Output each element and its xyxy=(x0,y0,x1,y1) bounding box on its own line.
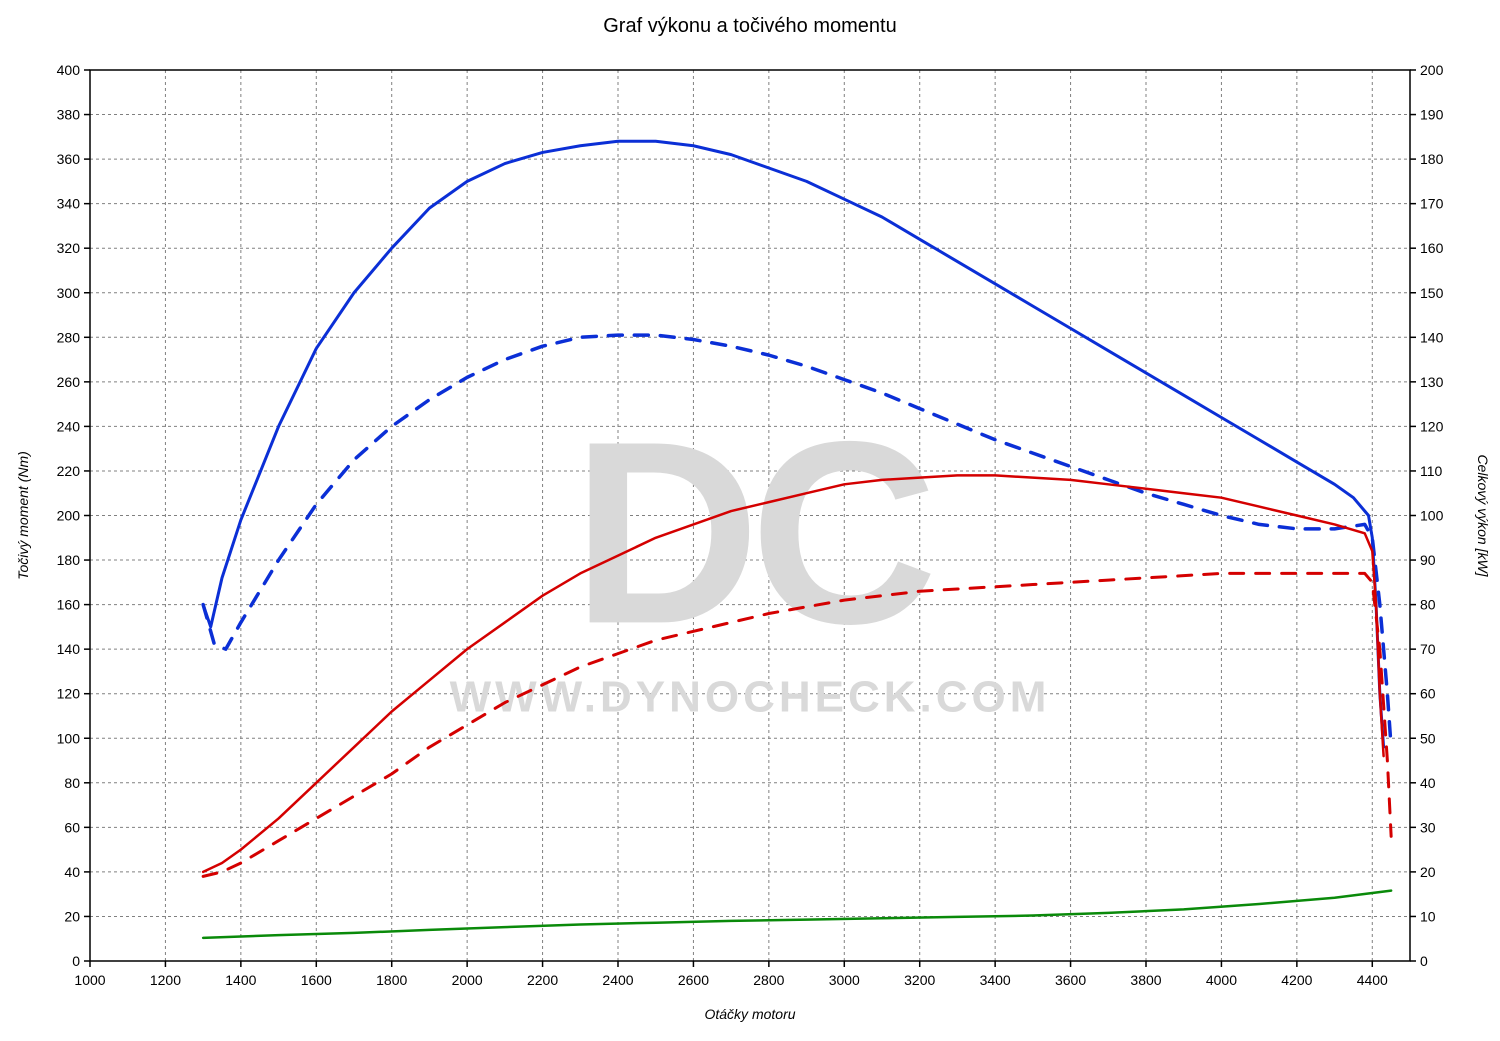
x-tick-label: 4400 xyxy=(1357,972,1388,988)
y-left-tick-label: 100 xyxy=(57,730,81,746)
y-right-tick-label: 160 xyxy=(1420,240,1444,256)
y-left-tick-label: 340 xyxy=(57,196,81,212)
y-right-tick-label: 120 xyxy=(1420,418,1444,434)
y-left-tick-label: 360 xyxy=(57,151,81,167)
x-tick-label: 4000 xyxy=(1206,972,1237,988)
svg-text:DC: DC xyxy=(572,388,933,678)
y-left-tick-label: 240 xyxy=(57,418,81,434)
x-tick-label: 3800 xyxy=(1130,972,1161,988)
x-tick-label: 1400 xyxy=(225,972,256,988)
y-left-tick-label: 220 xyxy=(57,463,81,479)
y-right-tick-label: 140 xyxy=(1420,329,1444,345)
y-right-tick-label: 110 xyxy=(1420,463,1443,479)
y-left-tick-label: 400 xyxy=(57,62,81,78)
y-left-tick-label: 80 xyxy=(64,775,80,791)
y-right-tick-label: 100 xyxy=(1420,508,1444,524)
y-right-tick-label: 180 xyxy=(1420,151,1444,167)
chart-title: Graf výkonu a točivého momentu xyxy=(603,15,896,37)
y-left-tick-label: 140 xyxy=(57,641,81,657)
y-left-tick-label: 260 xyxy=(57,374,81,390)
y-right-tick-label: 200 xyxy=(1420,62,1444,78)
y-right-tick-label: 30 xyxy=(1420,819,1436,835)
y-left-tick-label: 40 xyxy=(64,864,80,880)
dyno-chart: Graf výkonu a točivého momentu DCWWW.DYNO… xyxy=(0,0,1500,1041)
y-left-tick-label: 300 xyxy=(57,285,81,301)
y-left-tick-label: 20 xyxy=(64,908,80,924)
y-right-tick-label: 70 xyxy=(1420,641,1436,657)
x-tick-label: 3000 xyxy=(829,972,860,988)
x-tick-label: 2000 xyxy=(452,972,483,988)
x-tick-label: 1000 xyxy=(74,972,105,988)
y-right-tick-label: 20 xyxy=(1420,864,1436,880)
y-right-tick-label: 80 xyxy=(1420,597,1436,613)
y-left-tick-label: 280 xyxy=(57,329,81,345)
svg-text:WWW.DYNOCHECK.COM: WWW.DYNOCHECK.COM xyxy=(450,673,1051,722)
y-left-tick-label: 200 xyxy=(57,508,81,524)
y-right-tick-label: 60 xyxy=(1420,686,1436,702)
x-tick-label: 3400 xyxy=(980,972,1011,988)
y-left-tick-label: 160 xyxy=(57,597,81,613)
y-right-tick-label: 150 xyxy=(1420,285,1444,301)
y-left-tick-label: 60 xyxy=(64,819,80,835)
x-tick-label: 2800 xyxy=(753,972,784,988)
y-left-axis-title: Točivý moment (Nm) xyxy=(15,451,31,580)
y-left-tick-label: 120 xyxy=(57,686,81,702)
x-tick-label: 2200 xyxy=(527,972,558,988)
x-tick-label: 4200 xyxy=(1281,972,1312,988)
x-tick-label: 2600 xyxy=(678,972,709,988)
x-tick-label: 1800 xyxy=(376,972,407,988)
chart-wrapper: Graf výkonu a točivého momentu DCWWW.DYNO… xyxy=(0,0,1500,1041)
y-left-tick-label: 180 xyxy=(57,552,81,568)
y-right-tick-label: 90 xyxy=(1420,552,1436,568)
y-right-tick-label: 10 xyxy=(1420,908,1436,924)
y-right-tick-label: 50 xyxy=(1420,730,1436,746)
x-tick-label: 3200 xyxy=(904,972,935,988)
x-tick-label: 2400 xyxy=(602,972,633,988)
y-left-tick-label: 380 xyxy=(57,107,81,123)
y-right-tick-label: 0 xyxy=(1420,953,1428,969)
y-right-tick-label: 170 xyxy=(1420,196,1444,212)
x-tick-label: 3600 xyxy=(1055,972,1086,988)
y-left-tick-label: 320 xyxy=(57,240,81,256)
y-right-tick-label: 130 xyxy=(1420,374,1444,390)
y-right-axis-title: Celkový výkon [kW] xyxy=(1475,454,1491,577)
y-right-tick-label: 40 xyxy=(1420,775,1436,791)
x-axis-title: Otáčky motoru xyxy=(704,1006,795,1022)
x-tick-label: 1200 xyxy=(150,972,181,988)
x-tick-label: 1600 xyxy=(301,972,332,988)
y-right-tick-label: 190 xyxy=(1420,107,1444,123)
y-left-tick-label: 0 xyxy=(72,953,80,969)
